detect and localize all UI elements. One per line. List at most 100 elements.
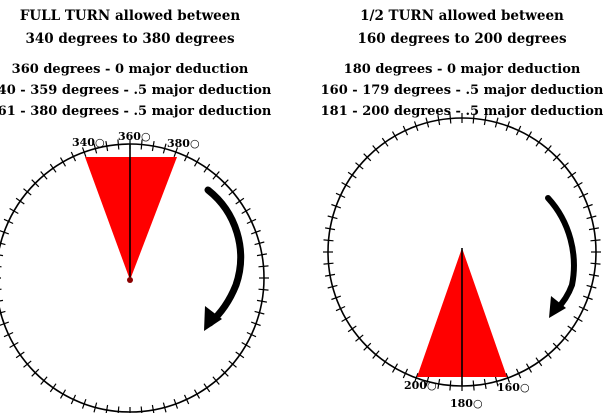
dial-tick — [235, 351, 245, 359]
dial-tick — [3, 218, 14, 225]
dial-tick — [49, 383, 57, 393]
dial-tick — [151, 404, 155, 413]
dial-tick — [212, 171, 220, 180]
dial-tick — [193, 389, 201, 399]
dial-tick — [105, 140, 109, 152]
right-label-200: 200○ — [404, 379, 437, 392]
dial-tick — [552, 342, 561, 351]
dial-tick — [588, 227, 600, 231]
right-subtitle: 160 degrees to 200 degrees — [357, 31, 567, 47]
left-rule-2: 340 - 359 degrees - .5 major deduction — [0, 83, 272, 98]
dial-tick — [228, 188, 237, 196]
left-rule-1: 360 degrees - 0 major deduction — [11, 62, 249, 77]
left-label-380: 380○ — [167, 137, 200, 150]
dial-tick — [173, 398, 179, 409]
left-label-360: 360○ — [118, 130, 151, 143]
dial-tick — [525, 131, 533, 141]
dial-tick — [3, 331, 14, 338]
dial-tick — [246, 331, 257, 338]
right-rule-2: 160 - 179 degrees - .5 major deduction — [320, 83, 604, 98]
dial-tick — [560, 334, 569, 342]
dial-tick — [515, 125, 522, 136]
dial-tick — [0, 288, 2, 290]
dial-tick — [140, 139, 143, 150]
dial-tick — [323, 239, 334, 242]
dial-tick — [535, 357, 543, 367]
right-arrowhead-icon — [549, 296, 566, 318]
dial-tick — [573, 315, 583, 323]
dial-tick — [0, 266, 2, 268]
dial-tick — [81, 398, 87, 409]
dial-tick — [173, 147, 179, 158]
dial-tick — [151, 140, 155, 152]
right-title: 1/2 TURN allowed between — [360, 8, 564, 24]
dial-tick — [582, 203, 593, 209]
dial-tick — [81, 147, 87, 158]
dial-tick — [212, 376, 220, 385]
clockwise-arrow-icon — [545, 195, 577, 313]
dial-tick — [327, 215, 338, 220]
left-arrowhead-icon — [204, 306, 222, 331]
dial-tick — [347, 325, 357, 333]
dial-tick — [9, 207, 19, 215]
dial-tick — [590, 239, 601, 242]
right-dial-ticks — [323, 113, 601, 391]
dial-tick — [472, 113, 475, 124]
dial-tick — [203, 383, 211, 393]
dial-tick — [483, 114, 487, 126]
dial-tick — [347, 171, 357, 179]
dial-tick — [449, 113, 452, 124]
dial-tick — [437, 114, 441, 126]
dial-tick — [363, 342, 372, 351]
dial-tick — [0, 321, 10, 326]
dial-tick — [567, 325, 577, 333]
dial-tick — [203, 163, 211, 173]
dial-tick — [220, 179, 229, 188]
dial-tick — [341, 181, 351, 189]
dial-tick — [515, 368, 522, 379]
right-label-160: 160○ — [497, 381, 530, 394]
dial-tick — [402, 368, 409, 379]
dial-tick — [586, 215, 597, 220]
dial-tick — [381, 137, 389, 147]
dial-tick — [341, 315, 351, 323]
dial-tick — [254, 241, 265, 246]
dial-tick — [235, 197, 245, 205]
dial-tick — [327, 284, 338, 289]
dial-tick — [70, 151, 77, 162]
dial-tick — [413, 121, 419, 132]
dial-tick — [193, 157, 201, 167]
dial-tick — [23, 360, 32, 368]
dial-tick — [117, 139, 120, 150]
dial-tick — [324, 273, 336, 277]
dial-tick — [472, 380, 475, 391]
dial-tick — [525, 363, 533, 373]
dial-tick — [449, 380, 452, 391]
right-rule-1: 180 degrees - 0 major deduction — [343, 62, 581, 77]
dial-tick — [323, 262, 334, 265]
dial-tick — [117, 406, 120, 413]
left-rule-3: 361 - 380 degrees - .5 major deduction — [0, 104, 272, 119]
dial-tick — [162, 402, 167, 413]
dial-tick — [40, 171, 48, 180]
dial-tick — [535, 137, 543, 147]
dial-tick — [59, 157, 67, 167]
dial-tick — [15, 197, 25, 205]
dial-tick — [0, 299, 4, 302]
left-pivot — [127, 277, 133, 283]
dial-tick — [93, 402, 98, 413]
dial-tick — [586, 284, 597, 289]
dial-tick — [372, 145, 380, 154]
dial-tick — [256, 253, 268, 257]
dial-tick — [250, 321, 261, 327]
left-sector — [85, 157, 177, 280]
dial-tick — [335, 305, 346, 312]
dial-tick — [372, 350, 380, 359]
dial-tick — [560, 162, 569, 170]
dial-tick — [413, 372, 419, 383]
dial-tick — [40, 376, 48, 385]
dial-tick — [0, 254, 4, 257]
dial-tick — [228, 360, 237, 368]
dial-tick — [567, 171, 577, 179]
